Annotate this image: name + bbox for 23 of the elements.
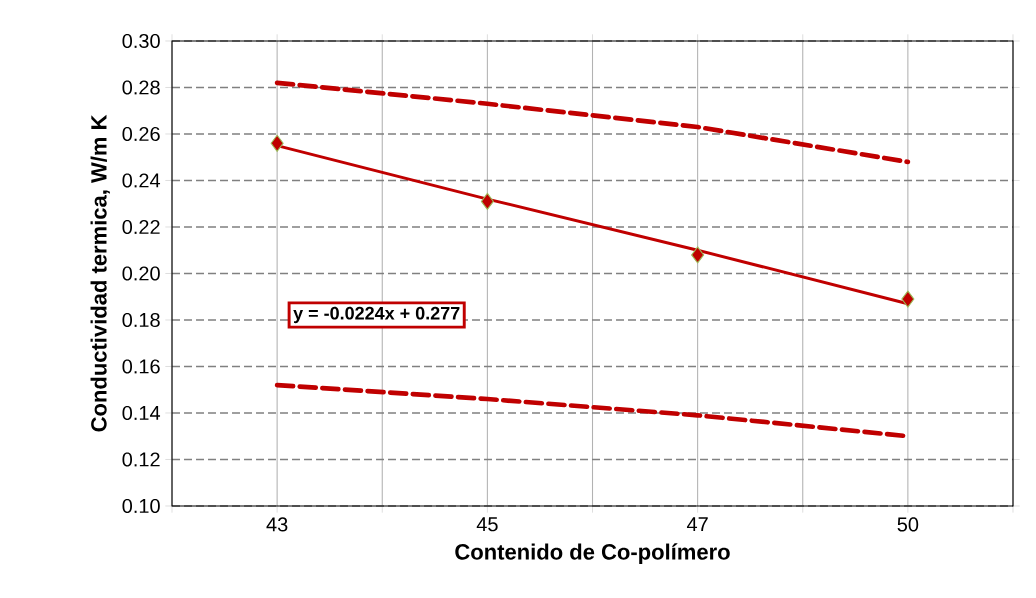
y-tick-label: 0.22 [122, 219, 160, 235]
y-axis-title: Conductividad termica, W/m K [90, 114, 110, 432]
y-tick-label: 0.28 [122, 80, 160, 95]
y-tick-label: 0.16 [122, 359, 160, 374]
line-series [274, 80, 911, 165]
annotation: y = -0.0224x + 0.277 [293, 306, 460, 324]
x-tick-label: 45 [476, 517, 498, 532]
y-tick-label: 0.30 [122, 33, 160, 49]
y-tick-label: 0.20 [122, 266, 160, 281]
x-tick-label: 50 [897, 517, 919, 532]
y-tick-label: 0.12 [122, 452, 160, 467]
point [901, 290, 915, 308]
point [270, 134, 284, 152]
y-tick-label: 0.24 [122, 173, 161, 188]
x-tick-label: 47 [686, 517, 708, 532]
x-axis-title: Contenido de Co-polímero [455, 543, 730, 565]
y-tick-label: 0.14 [122, 405, 161, 421]
y-tick-label: 0.26 [122, 126, 160, 142]
point [691, 246, 705, 264]
x-tick-label: 43 [266, 517, 288, 532]
point [480, 192, 494, 210]
y-tick-label: 0.10 [122, 498, 160, 514]
y-tick-label: 0.18 [122, 312, 160, 328]
